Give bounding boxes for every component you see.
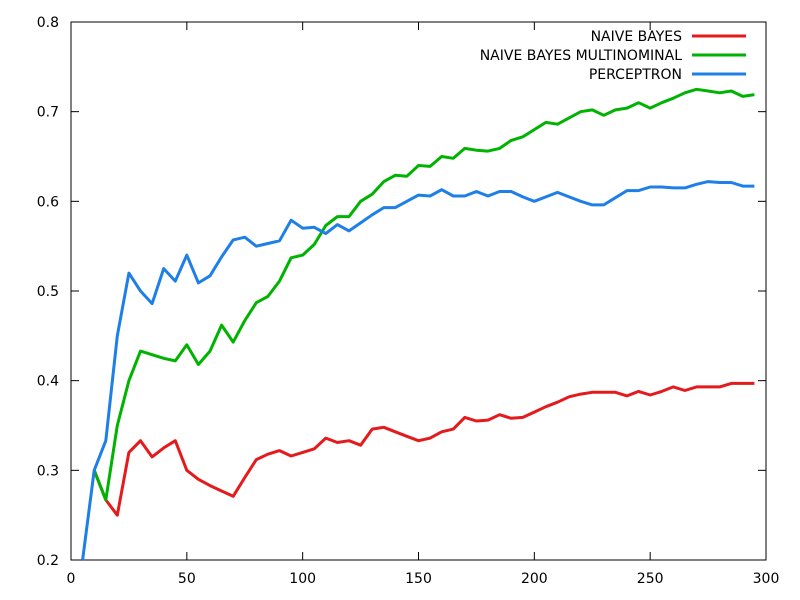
y-tick-label: 0.2 <box>37 553 59 569</box>
y-tick-label: 0.7 <box>37 105 59 121</box>
x-tick-label: 200 <box>521 571 548 587</box>
legend-label: NAIVE BAYES MULTINOMINAL <box>480 48 683 64</box>
legend-label: PERCEPTRON <box>589 67 682 83</box>
series-lines <box>81 87 755 561</box>
x-tick-label: 300 <box>753 571 780 587</box>
series-line-naive-bayes-multinominal <box>92 87 755 502</box>
y-tick-label: 0.6 <box>37 194 59 210</box>
x-tick-label: 250 <box>637 571 664 587</box>
legend-label: NAIVE BAYES <box>591 29 683 45</box>
x-tick-label: 0 <box>67 571 76 587</box>
axes: 0 50 100 150 200 250 300 0.2 0.3 0.4 0.5 0.6 0.7 0.8 <box>37 15 780 587</box>
series-line-naive-bayes <box>92 381 755 517</box>
x-tick-label: 150 <box>405 571 432 587</box>
series-line-perceptron <box>81 180 755 561</box>
y-tick-label: 0.3 <box>37 463 59 479</box>
y-tick-label: 0.4 <box>37 374 59 390</box>
x-tick-label: 100 <box>289 571 316 587</box>
y-tick-label: 0.8 <box>37 15 59 31</box>
y-tick-label: 0.5 <box>37 284 59 300</box>
legend: NAIVE BAYES NAIVE BAYES MULTINOMINAL PERCE… <box>480 29 746 83</box>
x-tick-label: 50 <box>178 571 196 587</box>
